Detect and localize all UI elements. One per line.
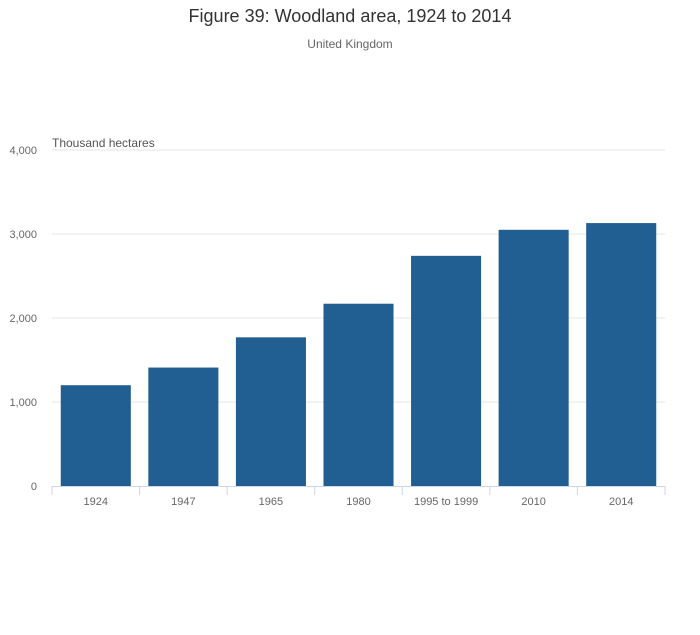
x-tick-label: 1947: [171, 496, 195, 508]
chart-title: Figure 39: Woodland area, 1924 to 2014: [188, 6, 512, 26]
chart-subtitle: United Kingdom: [307, 37, 393, 51]
y-axis-label: Thousand hectares: [52, 136, 155, 150]
x-tick-label: 2010: [521, 496, 545, 508]
bar[interactable]: [498, 229, 569, 487]
bar[interactable]: [586, 223, 657, 486]
x-tick-label: 2014: [609, 496, 633, 508]
bar[interactable]: [148, 367, 219, 486]
x-tick-label: 1924: [84, 496, 108, 508]
x-tick-label: 1995 to 1999: [414, 496, 478, 508]
bar[interactable]: [411, 255, 482, 486]
bars: [60, 223, 657, 487]
x-axis: 1924 1947 1965 1980 1995 to 1999 2010 2014: [51, 486, 666, 508]
x-tick-label: 1965: [259, 496, 283, 508]
bar[interactable]: [235, 337, 306, 486]
y-tick-label: 4,000: [9, 145, 37, 157]
y-tick-label: 3,000: [9, 229, 37, 241]
bar[interactable]: [60, 385, 131, 486]
y-tick-label: 2,000: [9, 313, 37, 325]
bar[interactable]: [323, 303, 394, 486]
y-tick-label: 1,000: [9, 397, 37, 409]
y-tick-label: 0: [31, 481, 37, 493]
x-tick-label: 1980: [346, 496, 370, 508]
y-axis-ticks: 0 1,000 2,000 3,000 4,000: [9, 145, 37, 493]
